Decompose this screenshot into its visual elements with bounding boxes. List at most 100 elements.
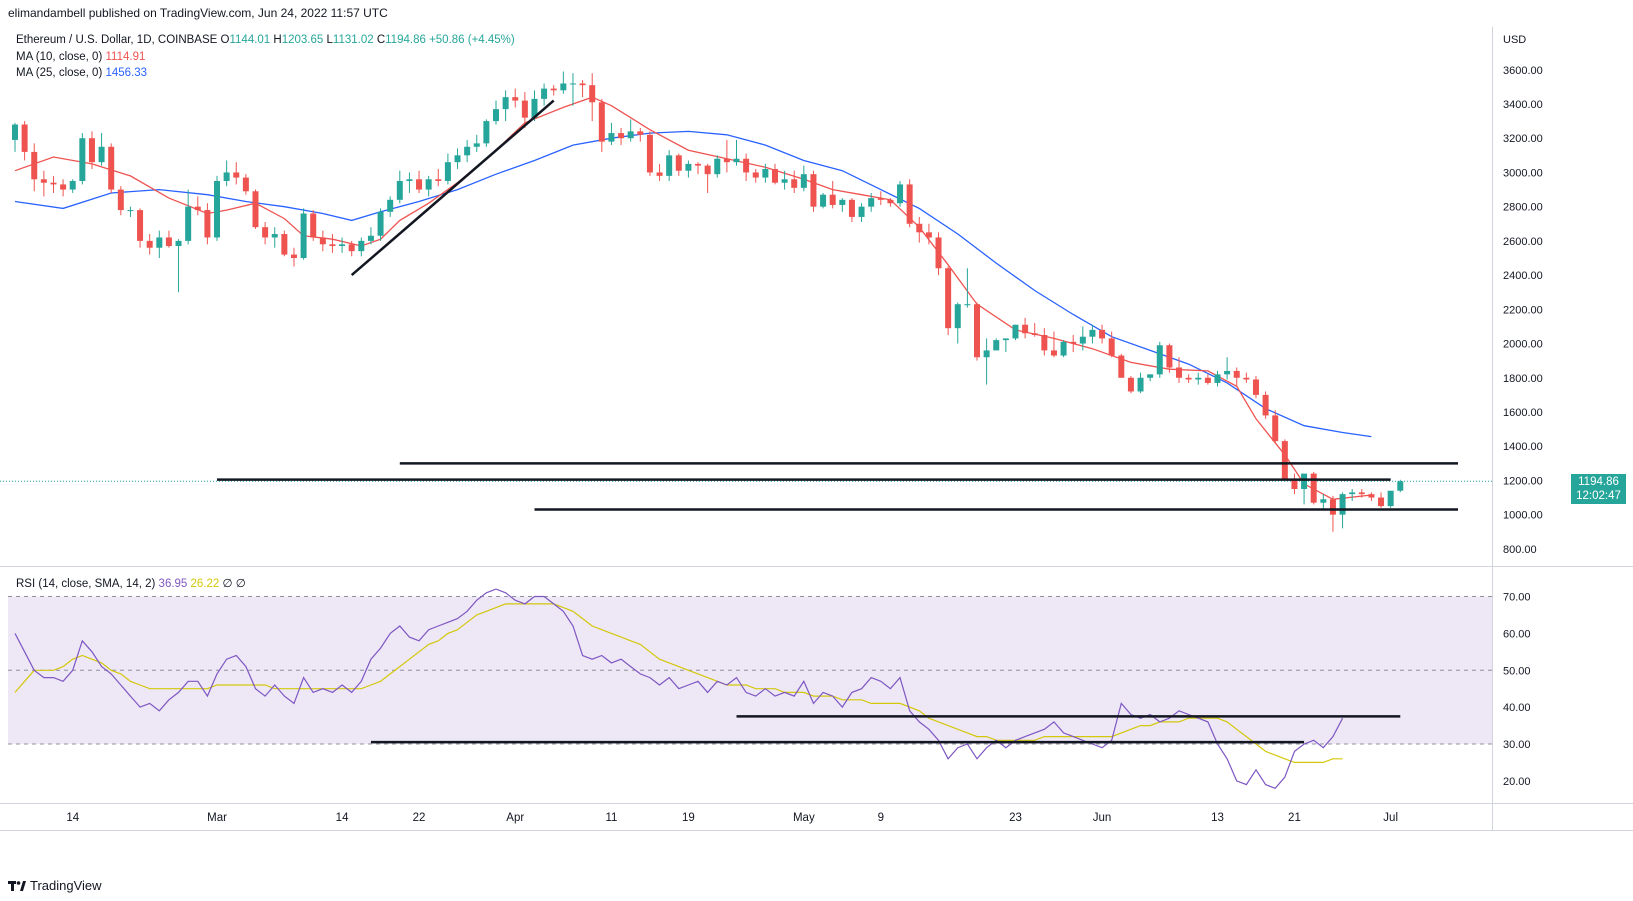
candle-body: [1397, 481, 1404, 491]
tradingview-logo-icon: [8, 880, 26, 891]
time-tick-label: 11: [605, 812, 617, 824]
candle: [733, 139, 740, 166]
candle-body: [800, 174, 807, 188]
candle-body: [473, 143, 480, 147]
candle-body: [319, 237, 326, 245]
candle-body: [1214, 374, 1221, 383]
candle-body: [377, 211, 384, 236]
candle: [69, 179, 76, 193]
candle-body: [1041, 335, 1048, 351]
candle: [214, 175, 221, 241]
candle-body: [925, 232, 932, 238]
candle: [1358, 489, 1365, 498]
candle: [897, 181, 904, 207]
time-tick-label: 21: [1288, 812, 1301, 824]
candle: [560, 71, 567, 94]
candle: [1368, 492, 1375, 501]
candle: [146, 234, 153, 255]
publish-line: elimandambell published on TradingView.c…: [8, 6, 388, 20]
candle: [1050, 331, 1057, 358]
rsi-tick-label: 50.00: [1503, 665, 1531, 677]
candle: [1349, 489, 1356, 501]
candle-body: [262, 227, 269, 238]
candle: [1262, 391, 1269, 419]
candle: [1310, 471, 1317, 505]
candle: [1397, 479, 1404, 493]
open-label: O: [220, 34, 230, 46]
candle-body: [1060, 341, 1067, 356]
candle: [858, 203, 865, 223]
candle: [406, 172, 413, 193]
time-tick-label: Jul: [1383, 812, 1398, 824]
time-tick-label: Mar: [207, 812, 227, 824]
candle-body: [608, 133, 615, 142]
candle: [1108, 331, 1115, 358]
candle: [262, 222, 269, 245]
candle-body: [108, 146, 115, 190]
rsi-extra-1: ∅: [222, 578, 233, 590]
candle-body: [945, 268, 952, 329]
candle: [1281, 439, 1288, 481]
candle-body: [983, 350, 990, 358]
open-value: 1144.01: [229, 34, 271, 46]
ma25-value: 1456.33: [105, 67, 148, 79]
candle: [1243, 372, 1250, 383]
last-price: 1194.86: [1578, 476, 1619, 488]
candle: [752, 169, 759, 183]
candle-body: [512, 97, 519, 101]
candle-body: [993, 340, 1000, 351]
candle: [242, 174, 249, 195]
candle-body: [897, 184, 904, 204]
candle: [300, 208, 307, 260]
candle-body: [1137, 377, 1144, 392]
candle-body: [848, 199, 855, 217]
candle-body: [1281, 441, 1288, 479]
candle-body: [223, 172, 230, 181]
high-value: 1203.65: [281, 34, 324, 46]
candle-body: [550, 88, 557, 91]
candle-body: [1079, 336, 1086, 344]
rsi-tick-label: 20.00: [1503, 776, 1531, 788]
candle: [666, 150, 673, 181]
candle: [416, 170, 423, 193]
candle-body: [348, 244, 355, 252]
candle: [1156, 341, 1163, 378]
candle: [319, 230, 326, 252]
candle: [762, 163, 769, 183]
candle-body: [194, 206, 201, 211]
candle-body: [310, 213, 317, 238]
candle: [1320, 494, 1327, 510]
candle: [137, 208, 144, 248]
candle-body: [252, 191, 259, 228]
ma25-label: MA (25, close, 0): [16, 67, 103, 79]
candle: [1204, 374, 1211, 385]
candle-body: [656, 172, 663, 176]
candle: [165, 230, 172, 248]
candle: [1195, 372, 1202, 385]
candle: [1166, 343, 1173, 373]
candle-body: [300, 213, 307, 258]
candle-body: [974, 304, 980, 358]
candle-body: [762, 169, 769, 178]
candle: [1233, 367, 1240, 387]
candle: [618, 127, 625, 146]
candle-body: [868, 198, 875, 207]
candle: [704, 163, 711, 193]
candle-body: [271, 234, 278, 238]
candle: [579, 80, 586, 98]
candle-body: [454, 155, 461, 163]
footer-brand[interactable]: TradingView: [8, 878, 102, 893]
candle-body: [887, 199, 894, 204]
candle: [541, 83, 548, 106]
candle: [714, 155, 721, 178]
candle: [1070, 335, 1077, 353]
rsi-legend: RSI (14, close, SMA, 14, 2) 36.95 26.22 …: [16, 576, 246, 590]
candle: [695, 162, 702, 175]
candle-body: [791, 179, 798, 188]
candle: [358, 237, 365, 257]
candle-body: [916, 223, 923, 233]
candle-body: [40, 179, 47, 183]
candle-body: [444, 162, 451, 181]
candle: [444, 153, 451, 185]
